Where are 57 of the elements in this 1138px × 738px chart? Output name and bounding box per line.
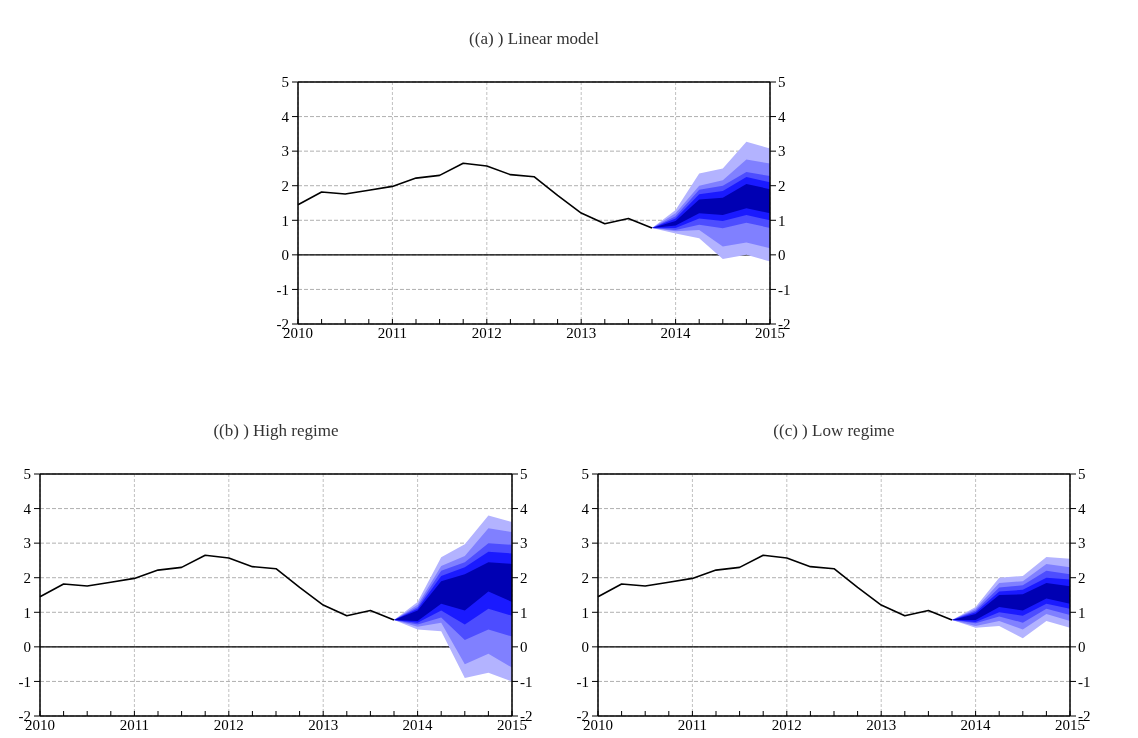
x-tick-label: 2014 bbox=[402, 717, 434, 733]
y2-tick-label: 4 bbox=[778, 108, 786, 125]
y2-tick-label: 0 bbox=[778, 247, 786, 264]
y-tick-label: 2 bbox=[581, 569, 589, 586]
chart-title: ((a) ) Linear model bbox=[469, 29, 600, 48]
y-tick-label: 2 bbox=[281, 177, 289, 194]
y-tick-label: -1 bbox=[18, 673, 31, 690]
y-tick-label: 1 bbox=[581, 604, 589, 621]
y-tick-label: 4 bbox=[581, 500, 590, 517]
x-tick-label: 2013 bbox=[566, 325, 597, 341]
y2-tick-label: 3 bbox=[778, 143, 786, 160]
y-tick-label: 3 bbox=[23, 535, 31, 552]
x-tick-label: 2014 bbox=[960, 717, 992, 733]
y-tick-label: -1 bbox=[576, 673, 589, 690]
y2-tick-label: -1 bbox=[1078, 673, 1091, 690]
y2-tick-label: 2 bbox=[778, 177, 786, 194]
x-tick-label: 2012 bbox=[471, 325, 502, 341]
y2-tick-label: 3 bbox=[520, 535, 528, 552]
y2-tick-label: 4 bbox=[520, 500, 528, 517]
y2-tick-label: 1 bbox=[520, 604, 528, 621]
y-tick-label: -1 bbox=[276, 281, 289, 298]
y2-tick-label: 2 bbox=[520, 569, 528, 586]
y-tick-label: 5 bbox=[281, 74, 289, 91]
x-tick-label: 2011 bbox=[677, 717, 708, 733]
chart-title: ((b) ) High regime bbox=[213, 421, 339, 440]
y-tick-label: 2 bbox=[23, 569, 31, 586]
y2-tick-label: 0 bbox=[520, 639, 528, 656]
y2-tick-label: -1 bbox=[520, 673, 533, 690]
x-tick-label: 2011 bbox=[377, 325, 408, 341]
x-tick-label: 2012 bbox=[213, 717, 244, 733]
x-tick-label: 2011 bbox=[119, 717, 150, 733]
y-tick-label: 3 bbox=[581, 535, 589, 552]
x-tick-label: 2012 bbox=[771, 717, 802, 733]
y2-tick-label: 5 bbox=[1078, 466, 1086, 483]
y-tick-label: 1 bbox=[23, 604, 31, 621]
y-tick-label: 0 bbox=[581, 639, 589, 656]
x-tick-label: 2014 bbox=[660, 325, 692, 341]
y-tick-label: 0 bbox=[281, 247, 289, 264]
y2-tick-label: -1 bbox=[778, 281, 791, 298]
y2-tick-label: 1 bbox=[1078, 604, 1086, 621]
y2-tick-label: 5 bbox=[520, 466, 528, 483]
y2-tick-label: 2 bbox=[1078, 569, 1086, 586]
y2-tick-label: 0 bbox=[1078, 639, 1086, 656]
y2-tick-label: 3 bbox=[1078, 535, 1086, 552]
y-tick-label: 1 bbox=[281, 212, 289, 229]
chart-title: ((c) ) Low regime bbox=[773, 421, 895, 440]
x-tick-label: 2013 bbox=[308, 717, 339, 733]
y2-tick-label: 1 bbox=[778, 212, 786, 229]
y-tick-label: 4 bbox=[281, 108, 290, 125]
y-tick-label: 0 bbox=[23, 639, 31, 656]
y2-tick-label: 4 bbox=[1078, 500, 1086, 517]
y-tick-label: 3 bbox=[281, 143, 289, 160]
y2-tick-label: 5 bbox=[778, 74, 786, 91]
x-tick-label: 2013 bbox=[866, 717, 897, 733]
y-tick-label: 5 bbox=[23, 466, 31, 483]
y-tick-label: 5 bbox=[581, 466, 589, 483]
y-tick-label: 4 bbox=[23, 500, 32, 517]
